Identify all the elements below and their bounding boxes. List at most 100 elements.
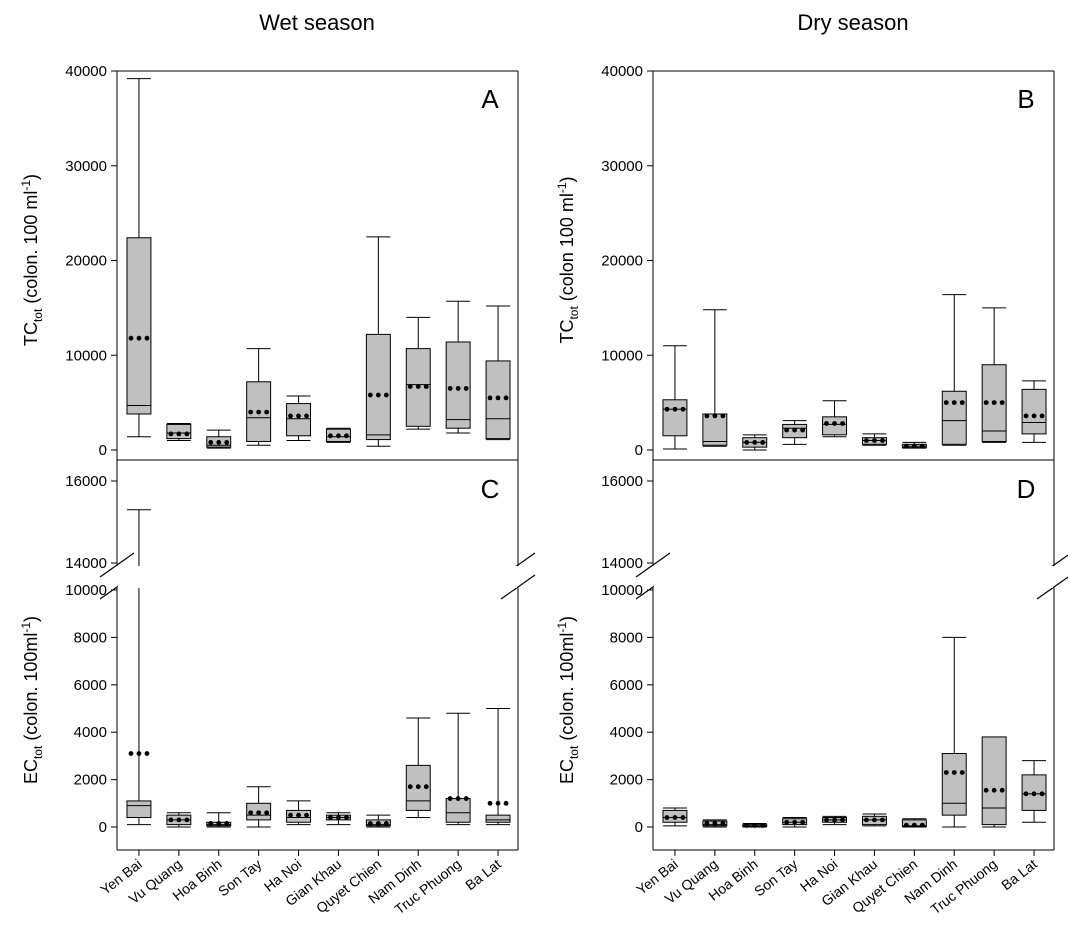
panel-a: 0 10000 20000 30000 40000 TCtot (colon. 100 m…	[19, 63, 519, 461]
panel-c-mean-dot	[216, 821, 222, 826]
panel-c-y-tick-label: 8000	[74, 629, 107, 646]
panel-b-mean-marker	[744, 440, 766, 445]
panel-b-iqr-box	[662, 399, 688, 437]
panel-b-mean-dot	[704, 413, 710, 419]
panel-c-mean-dot	[288, 812, 293, 818]
panel-c-mean-dot	[423, 784, 429, 790]
panel-a-mean-dot	[447, 386, 453, 391]
panel-a-mean-dot	[375, 392, 381, 398]
panel-c-mean-marker	[367, 821, 389, 826]
panel-d-axis-break-mark	[1036, 576, 1068, 600]
panel-d-mean-dot	[959, 770, 965, 775]
panel-a-y-tick-label: 10000	[65, 347, 107, 364]
panel-d-iqr-box	[941, 753, 967, 816]
panel-c-box-10	[485, 708, 511, 826]
panel-d-box-4	[782, 817, 808, 828]
panel-d-y-tick-label: 0	[635, 819, 643, 836]
panel-b-y-tick-label: 30000	[601, 158, 643, 175]
panel-c-mean-dot	[407, 784, 413, 790]
panel-a-mean-dot	[423, 384, 429, 389]
panel-d-mean-dot	[983, 787, 989, 793]
panel-d-mean-dot	[943, 770, 949, 775]
panel-b-iqr-box	[702, 413, 728, 446]
panel-a-mean-marker	[248, 409, 270, 415]
panel-d-mean-dot	[991, 787, 997, 793]
panel-c-mean-dot	[367, 821, 373, 826]
panel-d-break-gap	[654, 566, 1053, 588]
panel-d-y-tick-label: 6000	[610, 677, 643, 694]
panel-d-box-7	[901, 818, 927, 828]
panel-a-box-3	[206, 429, 232, 449]
panel-a-mean-dot	[224, 440, 230, 445]
panel-a-iqr-box	[286, 403, 312, 437]
panel-b-mean-marker	[943, 400, 965, 406]
panel-b-y-axis-label: TCtot (colon 100 ml-1)	[555, 176, 581, 343]
panel-c-y-tick-label: 4000	[74, 724, 107, 741]
panel-c-y-ticks: 14000 16000 0 2000 4000 6000 8000 10000	[65, 473, 117, 836]
panel-c-y-tick-label: 14000	[65, 555, 107, 572]
panel-b-mean-dot	[824, 421, 829, 426]
panel-c-mean-dot	[415, 784, 421, 790]
panel-b-mean-dot	[983, 400, 989, 406]
panel-c-axis-break-mark	[500, 574, 536, 600]
panel-c-mean-dot	[487, 800, 493, 806]
panel-d-box-10	[1021, 760, 1047, 823]
panel-a-letter: A	[481, 84, 499, 114]
panel-c-mean-dot	[224, 821, 230, 826]
panel-b-iqr-box	[941, 390, 967, 445]
panel-c-mean-dot	[264, 810, 270, 816]
panel-d-mean-dot	[760, 823, 766, 828]
panel-d-mean-marker	[744, 823, 766, 828]
panel-b-mean-dot	[752, 440, 758, 445]
panel-d-mean-dot	[872, 817, 877, 823]
panel-b-mean-dot	[760, 440, 766, 445]
panel-c-mean-dot	[184, 817, 190, 823]
panel-d-y-tick-label: 2000	[610, 772, 643, 789]
panel-c-box-8	[405, 717, 431, 819]
panel-b-mean-dot	[1031, 413, 1037, 419]
panel-c-y-tick-label: 2000	[74, 772, 107, 789]
panel-d-box-3	[742, 822, 768, 828]
panel-b-mean-dot	[911, 443, 917, 449]
panel-a-mean-dot	[304, 413, 309, 419]
panel-a-box-7	[365, 236, 391, 447]
panel-c-y-tick-label: 0	[99, 819, 107, 836]
panel-c-mean-marker	[328, 815, 349, 820]
panel-b-letter: B	[1017, 84, 1034, 114]
panel-b-mean-dot	[664, 406, 670, 412]
panel-d-mean-dot	[999, 787, 1005, 793]
panel-d-mean-dot	[800, 819, 806, 825]
panel-c-mean-dot	[304, 812, 309, 818]
panel-a-mean-marker	[208, 440, 230, 445]
panel-d-y-tick-label: 10000	[601, 582, 643, 599]
panel-c-mean-dot	[208, 821, 214, 826]
panel-c-mean-dot	[447, 796, 453, 801]
panel-a-mean-marker	[128, 335, 150, 341]
panel-a-mean-dot	[176, 431, 182, 437]
panel-b-box-4	[782, 420, 808, 445]
panel-a-y-axis-label: TCtot (colon. 100 ml-1)	[19, 174, 45, 346]
panel-b: 0 10000 20000 30000 40000 TCtot (colon 100 ml…	[555, 63, 1055, 461]
panel-b-mean-marker	[903, 443, 925, 449]
panel-d-y-axis-label: ECtot (colon. 100ml-1)	[555, 616, 581, 784]
panel-d-mean-dot	[1039, 791, 1045, 797]
panel-c-box-3	[206, 812, 232, 828]
panel-d-mean-marker	[824, 817, 845, 823]
column-title-dry: Dry season	[797, 10, 908, 35]
panel-c-box-9	[445, 712, 471, 826]
panel-a-mean-dot	[208, 440, 214, 445]
panel-b-mean-dot	[744, 440, 750, 445]
panel-d-mean-dot	[951, 770, 957, 775]
panel-b-mean-dot	[991, 400, 997, 406]
panel-c-axis-break-mark	[99, 552, 135, 578]
panel-c-box-2	[166, 812, 192, 828]
panel-c-letter: C	[481, 474, 500, 504]
panel-d-mean-dot	[832, 817, 837, 823]
panel-a-mean-dot	[415, 384, 421, 389]
panel-b-iqr-box	[1021, 388, 1047, 435]
panel-b-mean-dot	[872, 438, 877, 443]
panel-b-mean-marker	[784, 427, 806, 433]
panel-a-y-tick-label: 20000	[65, 253, 107, 270]
panel-c-mean-dot	[375, 821, 381, 826]
